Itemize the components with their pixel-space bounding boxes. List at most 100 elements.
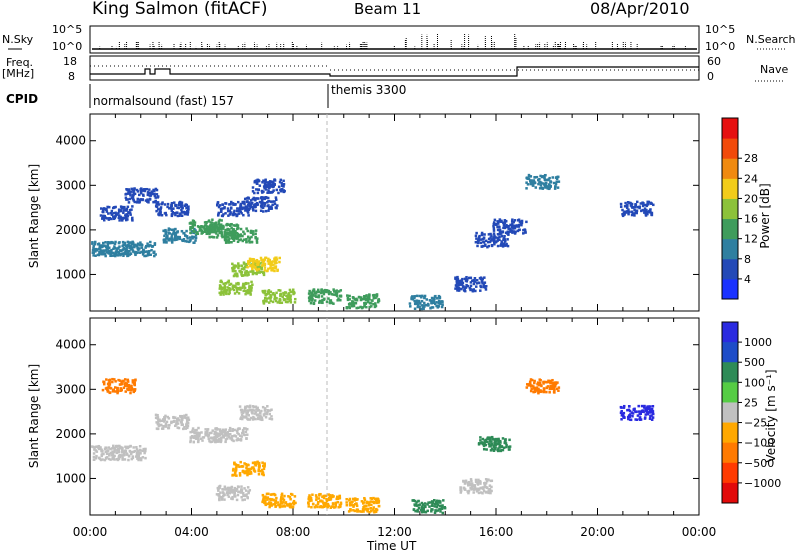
echo-cell	[368, 293, 371, 296]
echo-cell	[251, 283, 254, 287]
echo-cell	[220, 287, 224, 291]
echo-cell	[175, 420, 179, 423]
echo-cell	[155, 202, 158, 206]
echo-cell	[534, 186, 538, 189]
echo-cell	[264, 256, 267, 260]
echo-cell	[533, 390, 537, 394]
echo-cell	[326, 502, 329, 506]
echo-cell	[291, 505, 295, 509]
echo-cell	[276, 301, 280, 304]
echo-cell	[191, 237, 194, 240]
echo-cell	[282, 189, 285, 192]
echo-cell	[253, 206, 256, 209]
echo-cell	[497, 222, 500, 225]
echo-cell	[423, 301, 426, 305]
y-tick-label: 3000	[55, 178, 86, 192]
echo-cell	[106, 247, 110, 250]
echo-cell	[324, 289, 327, 292]
echo-cell	[321, 505, 324, 509]
echo-cell	[482, 237, 485, 241]
echo-cell	[213, 230, 217, 234]
colorbar-tick-label: −25	[744, 417, 767, 430]
echo-cell	[194, 429, 197, 432]
echo-cell	[235, 463, 238, 467]
echo-cell	[220, 209, 223, 213]
echo-cell	[174, 232, 177, 236]
echo-cell	[264, 495, 267, 498]
echo-cell	[493, 440, 497, 443]
echo-cell	[191, 219, 195, 222]
echo-cell	[189, 225, 192, 229]
echo-cell	[124, 208, 127, 212]
echo-cell	[410, 297, 413, 301]
echo-cell	[184, 234, 187, 237]
echo-cell	[319, 505, 323, 508]
echo-cell	[215, 236, 219, 239]
echo-cell	[438, 504, 442, 508]
echo-cell	[422, 509, 425, 512]
echo-cell	[211, 225, 215, 229]
echo-cell	[121, 380, 125, 383]
echo-cell	[529, 175, 533, 178]
echo-cell	[161, 201, 164, 204]
echo-cell	[241, 470, 245, 473]
echo-cell	[416, 508, 419, 512]
echo-cell	[261, 181, 264, 184]
echo-cell	[234, 466, 238, 470]
echo-cell	[537, 390, 540, 394]
echo-cell	[479, 491, 483, 494]
echo-cell	[241, 286, 244, 290]
echo-cell	[357, 306, 360, 310]
echo-cell	[268, 260, 271, 263]
echo-cell	[171, 207, 174, 210]
echo-cell	[311, 293, 314, 297]
echo-cell	[467, 276, 471, 280]
echo-cell	[129, 452, 133, 456]
echo-cell	[513, 219, 517, 222]
echo-cell	[307, 505, 310, 508]
echo-cell	[643, 207, 647, 210]
echo-cell	[530, 182, 534, 186]
echo-cell	[363, 303, 366, 307]
echo-cell	[103, 252, 107, 256]
echo-cell	[414, 300, 418, 304]
echo-cell	[270, 504, 273, 507]
echo-cell	[253, 409, 256, 412]
echo-cell	[112, 388, 115, 391]
echo-cell	[218, 204, 222, 207]
echo-cell	[232, 239, 236, 242]
echo-cell	[149, 244, 152, 247]
echo-cell	[490, 435, 494, 439]
echo-cell	[156, 416, 160, 419]
power-data	[91, 173, 655, 311]
echo-cell	[178, 200, 182, 204]
echo-cell	[170, 239, 174, 243]
echo-cell	[641, 204, 645, 208]
echo-cell	[262, 467, 266, 471]
echo-cell	[130, 246, 134, 249]
echo-cell	[100, 448, 103, 451]
echo-cell	[620, 418, 623, 421]
echo-cell	[412, 499, 415, 502]
echo-cell	[462, 289, 466, 292]
echo-cell	[308, 296, 312, 300]
echo-cell	[484, 443, 488, 447]
echo-cell	[120, 209, 123, 212]
echo-cell	[481, 491, 484, 495]
echo-cell	[220, 234, 224, 237]
echo-cell	[631, 412, 635, 415]
echo-cell	[177, 426, 181, 430]
echo-cell	[322, 501, 325, 505]
echo-cell	[503, 220, 507, 223]
echo-cell	[355, 502, 358, 505]
echo-cell	[142, 447, 145, 451]
echo-cell	[246, 405, 249, 408]
echo-cell	[479, 277, 483, 281]
echo-cell	[334, 291, 338, 295]
echo-cell	[366, 510, 370, 513]
echo-cell	[183, 204, 187, 208]
echo-cell	[349, 509, 352, 512]
echo-cell	[229, 490, 233, 493]
echo-cell	[209, 225, 212, 229]
echo-cell	[649, 410, 653, 413]
